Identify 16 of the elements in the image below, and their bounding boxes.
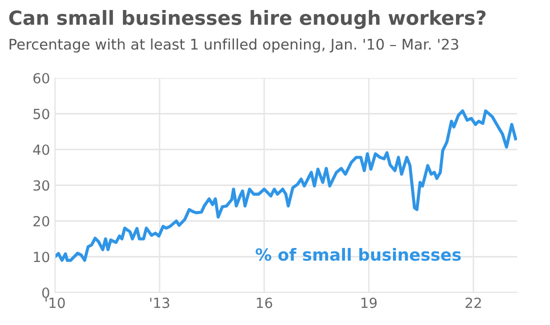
x-tick-label: '13: [150, 298, 170, 308]
chart-subtitle: Percentage with at least 1 unfilled opening, Jan. '10 – Mar. '23: [10, 38, 458, 53]
chart-title: Can small businesses hire enough workers?: [9, 10, 486, 29]
x-tick-label: '10: [46, 298, 65, 308]
y-tick-label: 30: [34, 180, 50, 191]
x-tick-label: 16: [256, 298, 272, 308]
line-series: [55, 109, 517, 262]
y-tick-label: 20: [33, 216, 50, 226]
x-tick-label: 19: [362, 298, 377, 308]
y-tick-label: 10: [34, 252, 50, 262]
y-tick-label: 60: [33, 72, 50, 84]
y-tick-label: 0: [42, 287, 50, 298]
y-tick-label: 40: [33, 144, 50, 155]
text: % of small businesses: [256, 248, 461, 261]
x-tick-label: 22: [466, 298, 481, 308]
y-tick-label: 50: [34, 108, 50, 120]
